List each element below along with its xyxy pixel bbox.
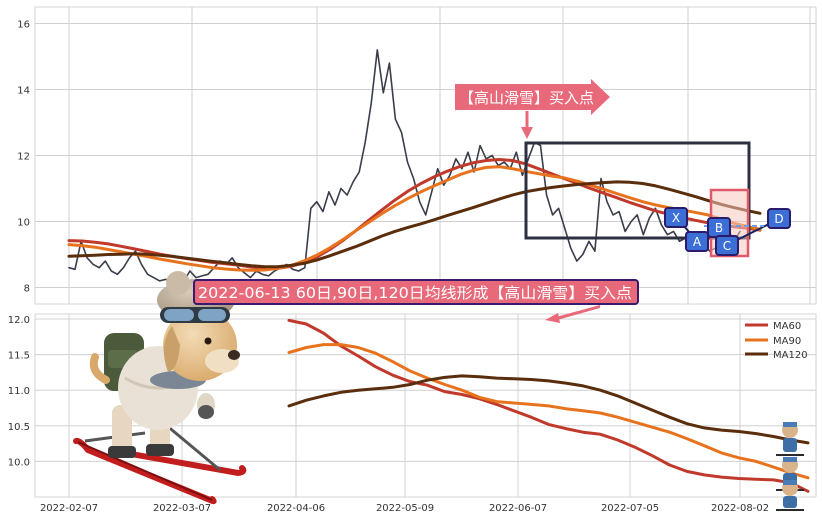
x-tick-label: 2022-03-07 bbox=[153, 503, 211, 514]
top-panel: 8 10 12 14 16 X A B C bbox=[17, 6, 817, 305]
point-label-d: D bbox=[774, 212, 783, 226]
x-tick-label: 2022-05-09 bbox=[376, 503, 434, 514]
y-tick-label: 12 bbox=[17, 152, 30, 163]
y-tick-label: 10.0 bbox=[8, 457, 30, 468]
point-marker-d: D bbox=[767, 208, 791, 229]
callout-top-text: 【高山滑雪】买入点 bbox=[459, 89, 594, 107]
buy-point-callout: 【高山滑雪】买入点 bbox=[455, 79, 610, 139]
callout-pointer-head bbox=[521, 127, 533, 139]
y-tick-label: 10 bbox=[17, 218, 30, 229]
x-tick-labels: 2022-02-07 2022-03-07 2022-04-06 2022-05-09… bbox=[40, 503, 769, 514]
y-tick-label: 14 bbox=[17, 86, 30, 97]
point-marker-x: X bbox=[664, 207, 688, 228]
y-tick-label: 11.5 bbox=[8, 351, 30, 362]
y-tick-label: 16 bbox=[17, 20, 30, 31]
series-line-ma120 bbox=[67, 180, 762, 269]
x-tick-label: 2022-06-07 bbox=[489, 503, 547, 514]
point-label-b: B bbox=[715, 221, 723, 235]
series-line-ma90 bbox=[67, 165, 762, 272]
banner-text: 2022-06-13 60日,90日,120日均线形成【高山滑雪】买入点 bbox=[198, 284, 632, 302]
bottom-y-tick-labels: 10.0 10.5 11.0 11.5 12.0 bbox=[8, 315, 30, 468]
callout-arrow-shape bbox=[455, 79, 610, 115]
point-marker-a: A bbox=[685, 231, 709, 252]
legend: MA60 MA90 MA120 bbox=[745, 321, 808, 361]
point-label-a: A bbox=[693, 235, 702, 249]
bottom-series-layer bbox=[287, 318, 810, 493]
y-tick-label: 11.0 bbox=[8, 386, 30, 397]
mini-skier-3 bbox=[776, 480, 804, 511]
mini-skier-1 bbox=[776, 422, 804, 456]
point-marker-c: C bbox=[715, 235, 739, 256]
legend-label-ma120: MA120 bbox=[773, 350, 808, 361]
x-tick-label: 2022-07-05 bbox=[601, 503, 659, 514]
y-tick-label: 12.0 bbox=[8, 315, 30, 326]
point-label-x: X bbox=[672, 211, 680, 225]
x-tick-label: 2022-04-06 bbox=[267, 503, 325, 514]
point-marker-b: B bbox=[707, 217, 731, 238]
legend-label-ma60: MA60 bbox=[773, 321, 801, 332]
buy-point-banner: 2022-06-13 60日,90日,120日均线形成【高山滑雪】买入点 bbox=[193, 279, 639, 305]
x-tick-label: 2022-02-07 bbox=[40, 503, 98, 514]
mini-skier-figures bbox=[776, 422, 804, 511]
legend-label-ma90: MA90 bbox=[773, 336, 801, 347]
series-line-ma90 bbox=[287, 343, 810, 480]
y-tick-label: 10.5 bbox=[8, 422, 30, 433]
series-line-ma60 bbox=[287, 318, 810, 493]
y-tick-label: 8 bbox=[24, 284, 30, 295]
bottom-pointer-arrow bbox=[545, 305, 600, 323]
banner-background bbox=[193, 279, 639, 305]
point-label-c: C bbox=[723, 239, 731, 253]
x-tick-label: 2022-08-02 bbox=[711, 503, 769, 514]
series-line-ma120 bbox=[287, 374, 810, 445]
top-y-tick-labels: 8 10 12 14 16 bbox=[17, 20, 30, 295]
